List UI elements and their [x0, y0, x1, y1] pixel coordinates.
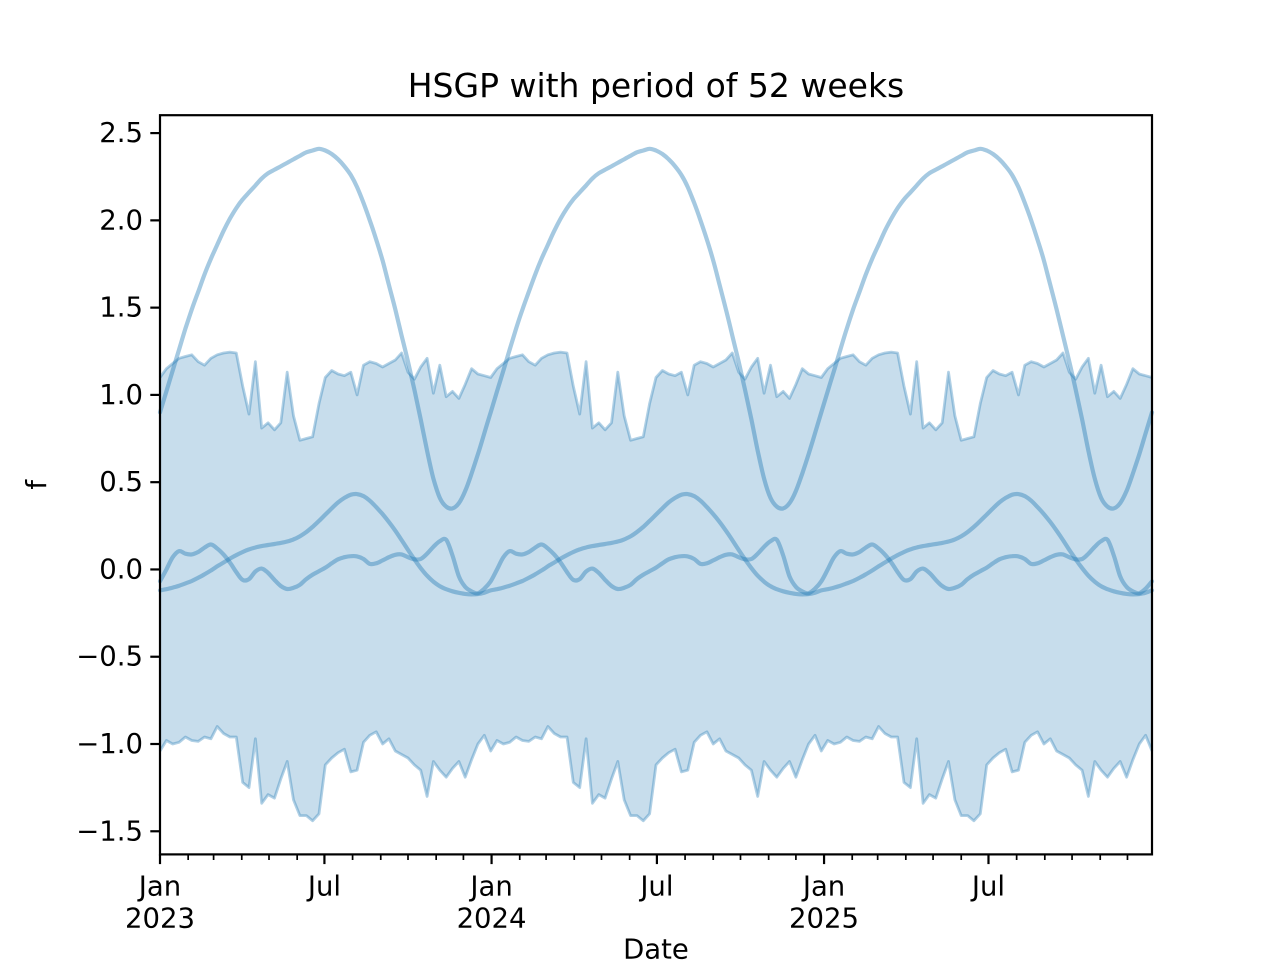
y-tick-label: 1.0	[99, 379, 143, 411]
hdi-band-lower-edge	[158, 725, 1154, 823]
posterior-sample-1-curve	[157, 146, 1155, 511]
hdi-band-upper-edge	[158, 350, 1153, 442]
posterior-sample-2-curve	[157, 491, 1155, 597]
y-tick-label: −0.5	[76, 641, 143, 673]
x-tick-label-month: Jan	[801, 871, 845, 903]
y-tick-label: 0.5	[99, 466, 143, 498]
chart-title: HSGP with period of 52 weeks	[408, 66, 905, 105]
sample-curves-layer	[157, 146, 1155, 597]
x-tick-label-month: Jul	[638, 871, 673, 903]
x-tick-label-year: 2024	[457, 903, 527, 935]
y-tick-label: 2.5	[99, 117, 143, 149]
x-tick-label-month: Jul	[306, 871, 341, 903]
x-tick-label-year: 2025	[789, 903, 859, 935]
y-axis-label: f	[21, 479, 53, 490]
x-tick-label-month: Jul	[970, 871, 1005, 903]
hdi-band-layer	[158, 350, 1154, 823]
y-tick-label: 1.5	[99, 292, 143, 324]
x-tick-label-year: 2023	[125, 903, 195, 935]
ticks-layer: 2.52.01.51.00.50.0−0.5−1.0−1.5Jan2023Jul…	[76, 117, 1129, 935]
x-tick-label-month: Jan	[137, 871, 181, 903]
hdi-band-fill	[160, 352, 1152, 821]
y-tick-label: 2.0	[99, 204, 143, 236]
y-tick-label: −1.5	[76, 815, 143, 847]
x-axis-label: Date	[623, 934, 689, 960]
y-tick-label: −1.0	[76, 728, 143, 760]
posterior-sample-3-curve	[157, 536, 1155, 596]
y-tick-label: 0.0	[99, 553, 143, 585]
x-tick-label-month: Jan	[468, 871, 512, 903]
